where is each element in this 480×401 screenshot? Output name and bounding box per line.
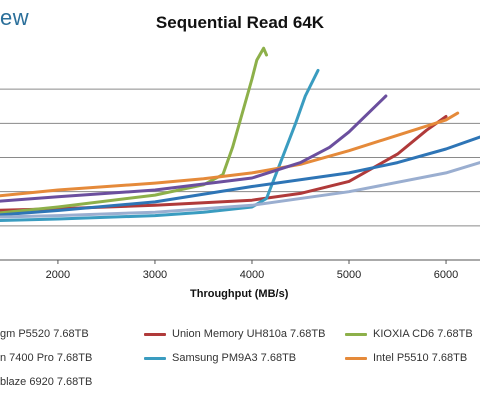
- x-tick-label: 2000: [46, 269, 70, 281]
- legend-swatch: [144, 332, 166, 336]
- legend-label: n 7400 Pro 7.68TB: [0, 352, 93, 364]
- series-line-intel-p5510-7-68tb: [0, 111, 460, 198]
- series-line-samsung-pm9a3-7-68tb: [0, 68, 320, 222]
- series-line-kingston-7400-pro-7-68tb: [0, 94, 388, 203]
- legend-item-kioxia: KIOXIA CD6 7.68TB: [345, 328, 473, 340]
- chart-plot: 2000 3000 4000 5000 6000: [0, 46, 480, 281]
- legend-swatch: [345, 332, 367, 336]
- legend-label: KIOXIA CD6 7.68TB: [373, 328, 473, 340]
- legend-item-kingston: n 7400 Pro 7.68TB: [0, 352, 92, 364]
- legend-label: Intel P5510 7.68TB: [373, 352, 468, 364]
- legend-item-intel: Intel P5510 7.68TB: [345, 352, 467, 364]
- series-line-memblaze-6920-7-68tb: [0, 135, 480, 217]
- chart-title: Sequential Read 64K: [155, 13, 325, 32]
- x-axis-title: Throughput (MB/s): [190, 288, 289, 300]
- gridlines: [0, 88, 480, 261]
- x-tick-labels: 2000 3000 4000 5000 6000: [46, 260, 458, 281]
- legend-swatch: [144, 356, 166, 360]
- series-line-kioxia-cd6-7-68tb: [0, 46, 268, 215]
- legend-label: Samsung PM9A3 7.68TB: [172, 352, 297, 364]
- x-tick-label: 3000: [143, 269, 167, 281]
- legend-swatch: [345, 356, 367, 360]
- legend-item-solidigm: gm P5520 7.68TB: [0, 328, 89, 340]
- series-line-solidigm-p5520-7-68tb: [0, 161, 480, 219]
- legend-label: gm P5520 7.68TB: [0, 328, 89, 340]
- site-logo: ew: [0, 5, 30, 30]
- legend-item-memblaze: blaze 6920 7.68TB: [0, 376, 92, 388]
- legend-label: blaze 6920 7.68TB: [0, 376, 93, 388]
- legend-item-samsung: Samsung PM9A3 7.68TB: [144, 352, 296, 364]
- x-tick-label: 5000: [337, 269, 361, 281]
- series-lines: [0, 46, 480, 222]
- legend-item-union-memory: Union Memory UH810a 7.68TB: [144, 328, 325, 340]
- x-tick-label: 6000: [434, 269, 458, 281]
- x-tick-label: 4000: [240, 269, 264, 281]
- legend-label: Union Memory UH810a 7.68TB: [172, 328, 326, 340]
